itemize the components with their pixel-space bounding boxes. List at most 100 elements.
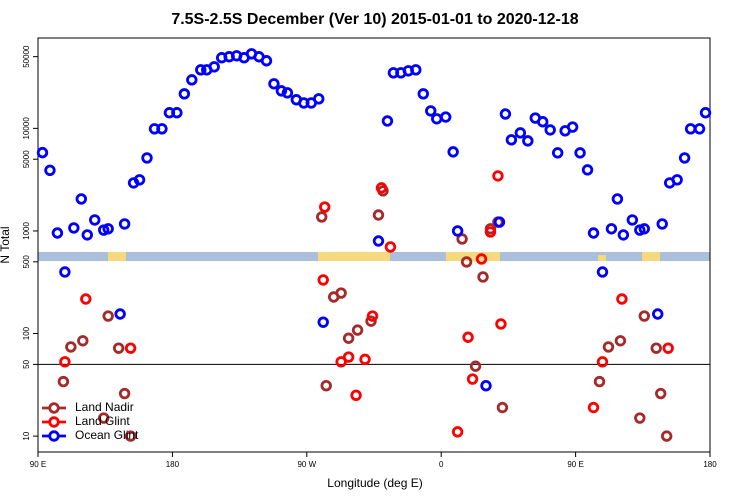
point — [611, 193, 624, 205]
plot-frame — [37, 37, 711, 453]
x-axis-label: Longitude (deg E) — [327, 476, 422, 490]
y-tick-label: 1000 — [22, 221, 31, 239]
point — [98, 412, 110, 424]
x-tick-label: 180 — [166, 460, 180, 469]
point — [59, 356, 71, 368]
point — [650, 342, 662, 354]
point — [268, 78, 280, 90]
point — [505, 134, 518, 146]
point — [114, 308, 126, 320]
point — [678, 152, 691, 164]
point — [375, 182, 388, 194]
point — [102, 310, 114, 322]
land-mask-band — [38, 252, 710, 261]
point — [208, 61, 220, 73]
point — [186, 74, 198, 86]
legend-label: Ocean Glint — [75, 428, 139, 442]
point — [365, 315, 377, 327]
point — [439, 111, 452, 123]
x-tick-label: 90 W — [297, 460, 316, 469]
point — [51, 227, 64, 239]
point — [655, 387, 667, 400]
point — [469, 360, 482, 372]
point — [574, 147, 586, 159]
point — [313, 93, 325, 105]
point — [638, 223, 650, 235]
point — [59, 266, 71, 278]
point — [493, 216, 506, 228]
point — [75, 193, 88, 205]
point — [656, 218, 668, 230]
point — [466, 373, 479, 385]
point — [317, 316, 329, 328]
point — [44, 164, 56, 177]
point — [671, 174, 683, 186]
point — [89, 214, 101, 226]
point — [451, 225, 464, 237]
point — [522, 135, 534, 147]
point — [317, 274, 329, 286]
point — [616, 293, 628, 305]
y-tick-label: 100 — [22, 326, 31, 340]
point — [566, 121, 579, 133]
point — [384, 241, 397, 253]
point — [80, 293, 92, 305]
point — [684, 123, 697, 135]
point — [281, 87, 294, 99]
point — [36, 146, 49, 159]
y-tick-label: 10 — [22, 431, 31, 440]
point — [492, 170, 504, 182]
point — [118, 218, 131, 230]
x-tick-label: 90 E — [567, 460, 583, 469]
point — [638, 310, 650, 322]
point — [359, 353, 371, 366]
y-tick-label: 500 — [22, 255, 31, 269]
point — [335, 356, 347, 368]
y-tick-label: 5000 — [22, 150, 31, 168]
point — [156, 123, 168, 135]
point — [171, 107, 183, 119]
point — [342, 351, 355, 363]
point — [447, 146, 459, 158]
point — [660, 430, 673, 442]
point — [626, 214, 639, 226]
point — [496, 401, 509, 414]
point — [410, 64, 422, 76]
point — [581, 164, 594, 176]
point — [381, 115, 394, 127]
y-tick-label: 50000 — [22, 45, 31, 68]
point — [593, 375, 606, 388]
point — [68, 222, 80, 234]
point — [372, 209, 385, 221]
point — [617, 229, 630, 241]
point — [451, 426, 464, 438]
point — [77, 335, 89, 347]
point — [431, 113, 443, 125]
point — [480, 380, 492, 392]
point — [456, 233, 468, 245]
point — [495, 318, 507, 330]
point — [587, 401, 600, 414]
point — [537, 116, 549, 128]
point — [57, 375, 70, 388]
y-axis-label: N Total — [0, 226, 12, 263]
point — [124, 342, 137, 354]
point — [417, 88, 429, 100]
point — [484, 226, 497, 238]
point — [275, 85, 288, 97]
chart-title: 7.5S-2.5S December (Ver 10) 2015-01-01 t… — [171, 11, 578, 28]
point — [652, 308, 664, 320]
legend-marker — [48, 416, 60, 428]
point — [462, 331, 474, 343]
point — [366, 310, 379, 322]
legend-marker — [48, 430, 60, 442]
point — [477, 271, 489, 283]
legend-marker — [48, 402, 60, 414]
point — [351, 324, 364, 336]
point — [596, 356, 609, 368]
point — [460, 256, 473, 268]
point — [372, 235, 385, 247]
point — [335, 287, 347, 299]
point — [320, 380, 332, 392]
